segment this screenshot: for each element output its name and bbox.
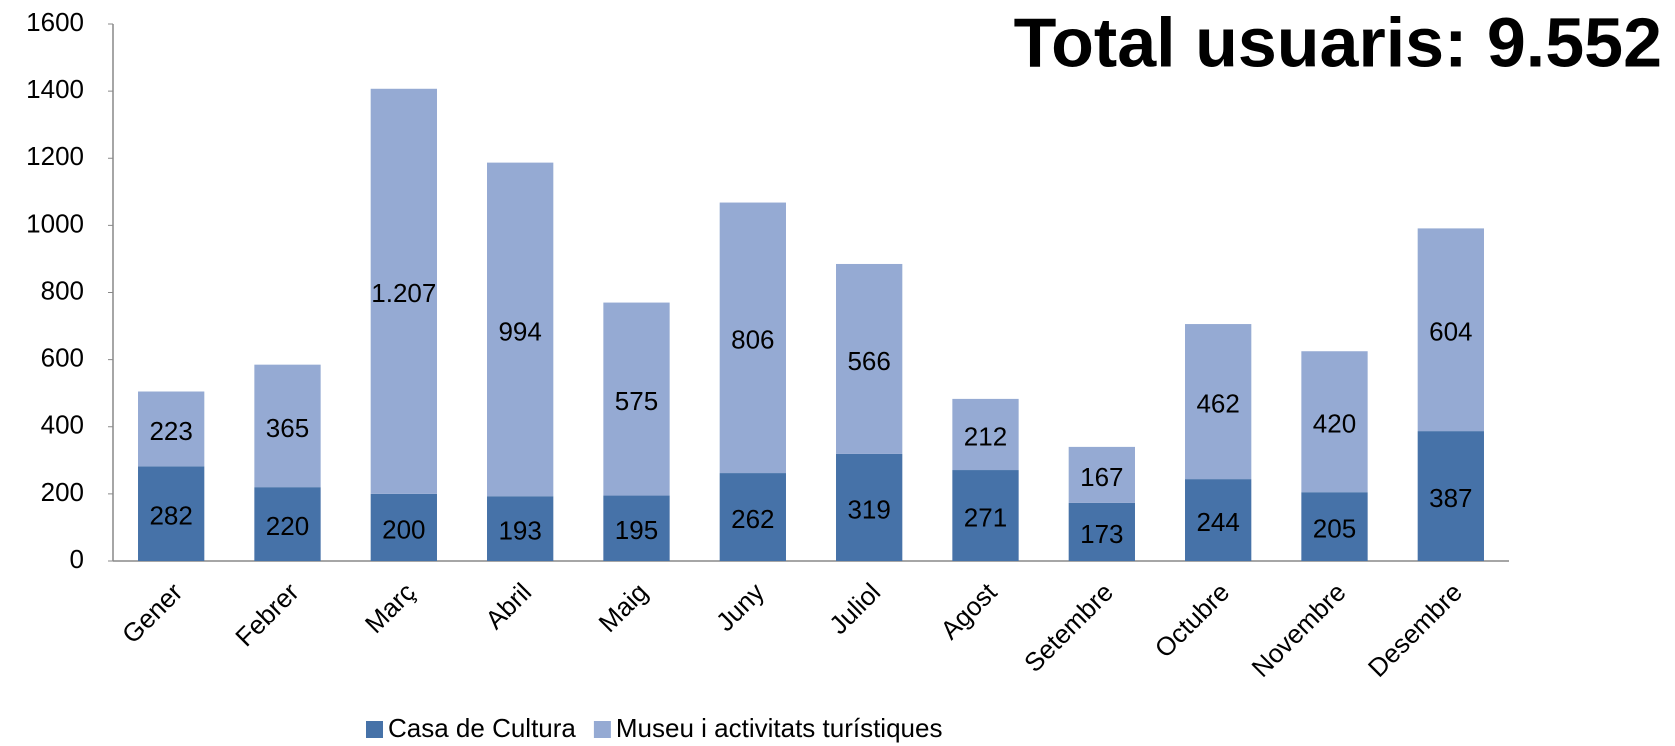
legend-swatch <box>593 721 611 738</box>
y-tick-label: 800 <box>41 275 84 305</box>
data-label: 319 <box>847 494 890 524</box>
data-label: 1.207 <box>371 278 436 308</box>
data-label: 167 <box>1080 462 1123 492</box>
bar-segment <box>138 391 205 467</box>
data-label: 173 <box>1080 519 1123 549</box>
y-tick-label: 400 <box>41 410 84 440</box>
y-tick-label: 1000 <box>26 208 84 238</box>
x-tick-label: Gener <box>116 577 189 650</box>
data-label: 262 <box>731 504 774 534</box>
y-tick-label: 1400 <box>26 74 84 104</box>
data-label: 195 <box>615 515 658 545</box>
bar-segment <box>836 263 903 454</box>
y-tick-label: 1600 <box>26 7 84 37</box>
data-label: 223 <box>149 416 192 446</box>
bar-segment <box>1301 351 1368 493</box>
bar-segment <box>370 493 437 561</box>
data-label: 244 <box>1196 507 1239 537</box>
x-tick-label: Octubre <box>1149 577 1236 664</box>
bar-segment <box>1417 228 1484 432</box>
bar-segment <box>138 466 205 561</box>
bar-segment <box>1068 446 1135 503</box>
data-label: 566 <box>847 346 890 376</box>
bar-segment <box>1301 492 1368 561</box>
bar-segment <box>487 496 554 561</box>
y-tick-label: 200 <box>41 477 84 507</box>
bar-segment <box>836 453 903 561</box>
x-tick-label: Maig <box>593 577 654 638</box>
bar-segment <box>254 487 321 561</box>
x-tick-label: Juny <box>710 577 770 637</box>
x-tick-label: Febrer <box>229 577 305 653</box>
bar-segment <box>1185 479 1252 561</box>
bar-segment <box>952 398 1019 471</box>
chart-title: Total usuaris: 9.552 <box>1014 3 1662 81</box>
data-label: 205 <box>1313 513 1356 543</box>
bar-segment <box>254 364 321 488</box>
data-label: 365 <box>266 413 309 443</box>
data-label: 387 <box>1429 483 1472 513</box>
bar-segment <box>370 88 437 494</box>
x-tick-label: Juliol <box>823 577 886 640</box>
x-tick-label: Abril <box>479 577 537 635</box>
bar-segment <box>719 473 786 561</box>
y-tick-label: 600 <box>41 343 84 373</box>
data-label: 994 <box>498 316 541 346</box>
x-tick-label: Desembre <box>1362 577 1468 683</box>
data-label: 420 <box>1313 409 1356 439</box>
bar-segment <box>603 495 670 561</box>
data-label: 271 <box>964 502 1007 532</box>
data-label: 604 <box>1429 317 1472 347</box>
x-tick-label: Setembre <box>1018 577 1119 678</box>
bar-segment <box>1417 431 1484 561</box>
bar-segment <box>1185 324 1252 480</box>
data-label: 220 <box>266 511 309 541</box>
bar-segment <box>487 162 554 497</box>
x-tick-label: Març <box>359 577 421 639</box>
x-tick-label: Agost <box>934 576 1003 645</box>
data-label: 212 <box>964 421 1007 451</box>
legend-label: Casa de Cultura <box>388 713 576 743</box>
y-tick-label: 0 <box>70 544 84 574</box>
legend-label: Museu i activitats turístiques <box>616 713 943 743</box>
bar-segment <box>1068 502 1135 561</box>
data-label: 806 <box>731 325 774 355</box>
bar-segment <box>719 202 786 474</box>
data-label: 282 <box>149 501 192 531</box>
y-tick-label: 1200 <box>26 141 84 171</box>
bar-segment <box>603 302 670 496</box>
data-label: 462 <box>1196 388 1239 418</box>
legend-swatch <box>366 721 383 738</box>
data-label: 200 <box>382 514 425 544</box>
x-tick-label: Novembre <box>1246 577 1352 683</box>
bar-segment <box>952 470 1019 561</box>
data-label: 575 <box>615 386 658 416</box>
data-label: 193 <box>498 515 541 545</box>
